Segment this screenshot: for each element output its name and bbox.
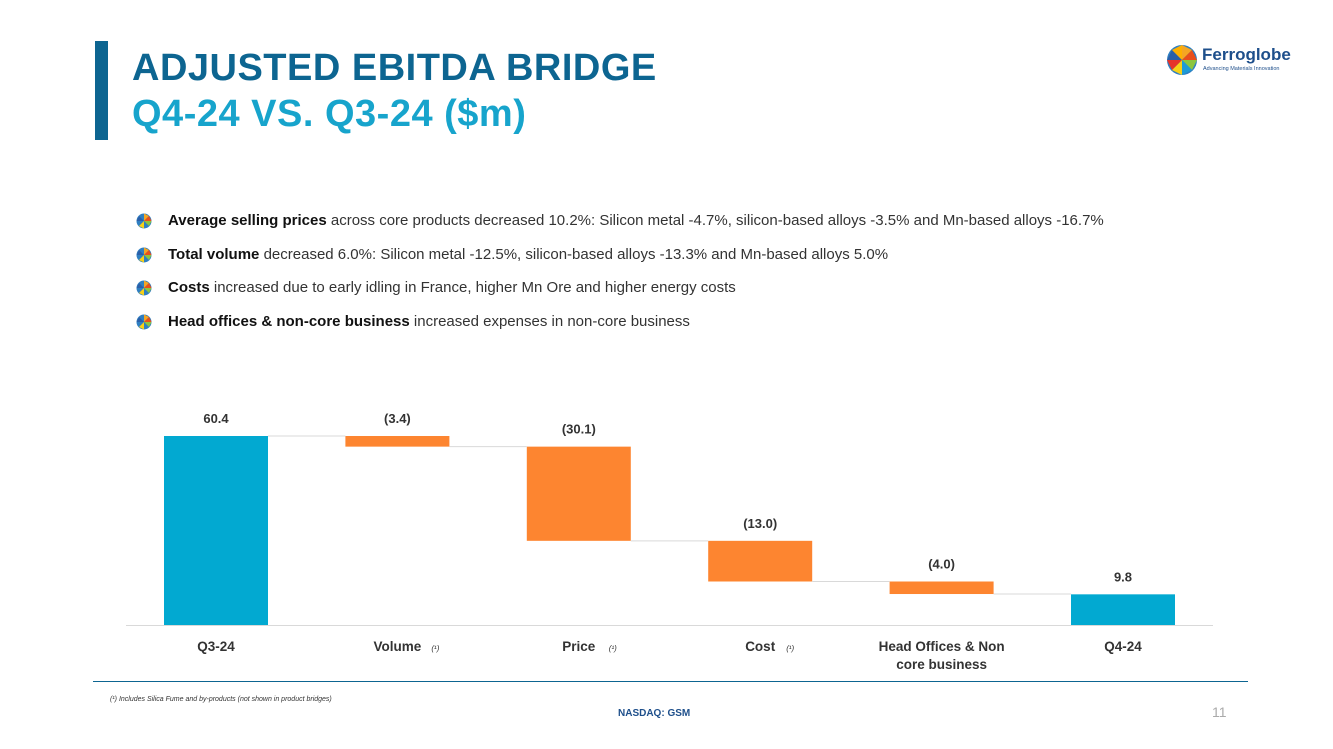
category-label: Volume <box>374 639 422 654</box>
bullet-text: decreased 6.0%: Silicon metal -12.5%, si… <box>259 245 889 263</box>
data-label: (3.4) <box>384 411 411 426</box>
bullet-text: increased expenses in non-core business <box>409 312 690 330</box>
bullet-item: Average selling prices across core produ… <box>136 210 1316 244</box>
bullet-bold: Costs <box>168 279 210 296</box>
bar-q4-24 <box>1071 594 1175 625</box>
category-label-line2: core business <box>896 657 987 672</box>
category-note: (¹) <box>431 644 439 653</box>
bullet-list: Average selling prices across core produ… <box>136 210 1316 344</box>
bullet-bold: Average selling prices <box>168 212 327 229</box>
bar-volume <box>345 436 450 447</box>
footer-divider <box>93 681 1248 682</box>
data-label: 9.8 <box>1114 569 1132 584</box>
company-logo: Ferroglobe Advancing Materials Innovatio… <box>1166 42 1306 78</box>
category-note: (¹) <box>786 644 794 653</box>
page-subtitle: Q4-24 VS. Q3-24 ($m) <box>132 93 527 135</box>
bullet-item: Head offices & non-core business increas… <box>136 311 1316 345</box>
data-label: (4.0) <box>928 557 955 572</box>
bullet-bold: Total volume <box>168 245 260 263</box>
bullet-item: Total volume decreased 6.0%: Silicon met… <box>136 244 1316 278</box>
ticker-label: NASDAQ: GSM <box>618 708 691 719</box>
category-label: Cost <box>745 639 776 654</box>
globe-bullet-icon <box>136 247 152 262</box>
logo-name: Ferroglobe <box>1202 45 1291 64</box>
bar-price <box>526 446 631 541</box>
category-note: (¹) <box>609 644 617 653</box>
ferroglobe-globe-icon <box>1167 45 1197 75</box>
page-number: 11 <box>1212 704 1227 720</box>
title-accent-bar <box>95 41 108 140</box>
globe-bullet-icon <box>136 280 152 296</box>
bar-head-offices-non <box>889 581 994 595</box>
logo-tagline: Advancing Materials Innovation <box>1203 66 1280 72</box>
bar-cost <box>708 540 813 582</box>
globe-bullet-icon <box>136 213 152 229</box>
page-title: ADJUSTED EBITDA BRIDGE <box>132 47 657 89</box>
category-label: Price <box>562 639 596 654</box>
category-label: Q3-24 <box>197 639 235 654</box>
bullet-bold: Head offices & non-core business <box>168 312 410 330</box>
bullet-item: Costs increased due to early idling in F… <box>136 277 1316 311</box>
bar-q3-24 <box>164 436 268 625</box>
data-label: (30.1) <box>562 422 596 437</box>
data-label: 60.4 <box>203 411 229 426</box>
globe-bullet-icon <box>136 314 152 329</box>
category-label: Head Offices & Non <box>879 639 1005 654</box>
bullet-text: increased due to early idling in France,… <box>209 279 736 296</box>
data-label: (13.0) <box>743 516 777 531</box>
bullet-text: across core products decreased 10.2%: Si… <box>326 212 1104 229</box>
footnote: (¹) Includes Silica Fume and by-products… <box>110 696 332 703</box>
category-label: Q4-24 <box>1104 639 1142 654</box>
